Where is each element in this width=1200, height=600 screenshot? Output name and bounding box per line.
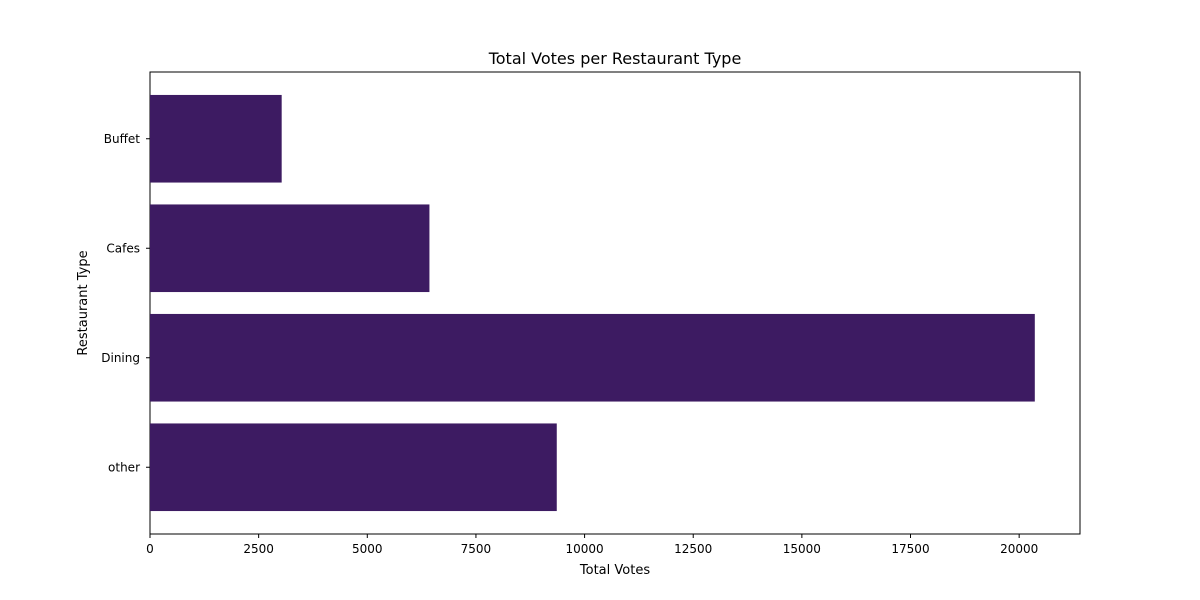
y-axis-label: Restaurant Type: [76, 250, 91, 355]
x-tick-label: 2500: [243, 542, 274, 556]
x-tick-label: 5000: [352, 542, 383, 556]
bars-group: [150, 94, 1035, 512]
x-axis-label: Total Votes: [579, 563, 650, 578]
y-tick-label: other: [108, 460, 140, 474]
y-tick-label: Cafes: [106, 241, 140, 255]
x-tick-label: 20000: [1000, 542, 1038, 556]
x-tick-label: 10000: [565, 542, 603, 556]
bar-dining: [150, 313, 1035, 402]
x-tick-label: 17500: [891, 542, 929, 556]
bar-buffet: [150, 94, 282, 183]
x-tick-label: 7500: [461, 542, 492, 556]
y-tick-label: Buffet: [104, 132, 140, 146]
plot-area: [149, 71, 1081, 535]
bar-cafes: [150, 204, 430, 293]
x-tick-label: 15000: [783, 542, 821, 556]
chart-title: Total Votes per Restaurant Type: [488, 49, 742, 68]
bar-other: [150, 423, 557, 512]
x-tick-label: 12500: [674, 542, 712, 556]
x-axis-ticks: 0 2500 5000 7500 10000 12500 15000 17500 20000: [146, 534, 1038, 556]
y-axis-ticks: Buffet Cafes Dining other: [101, 132, 150, 474]
x-tick-label: 0: [146, 542, 154, 556]
y-tick-label: Dining: [101, 351, 140, 365]
